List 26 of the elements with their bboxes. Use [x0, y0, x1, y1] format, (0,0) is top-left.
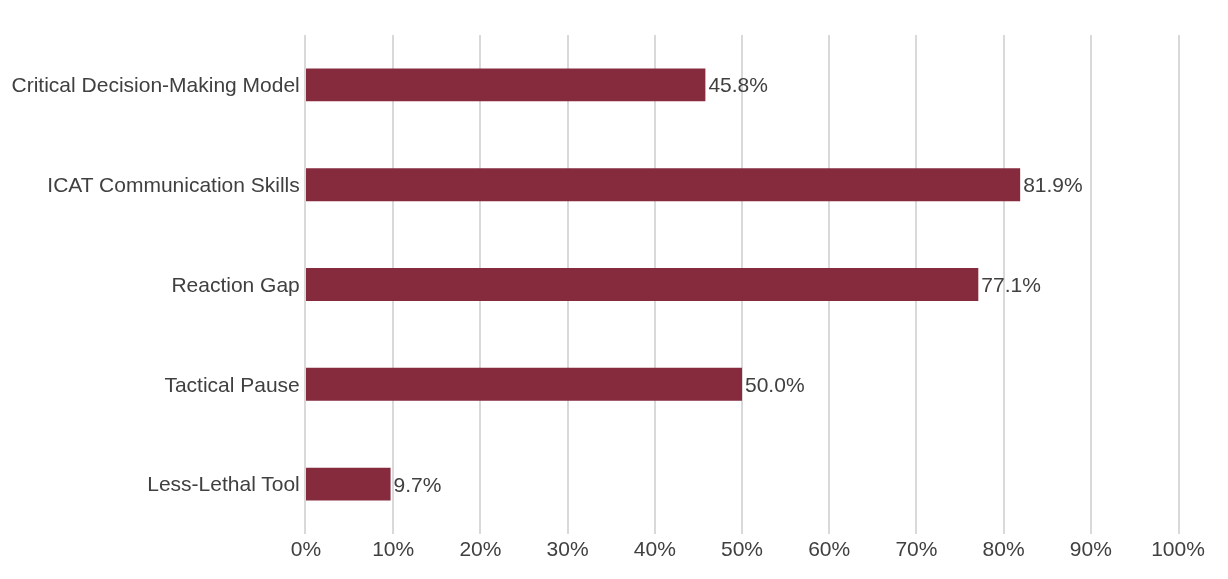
- x-tick-label: 70%: [895, 537, 938, 560]
- y-tick-label: Less-Lethal Tool: [147, 472, 300, 496]
- x-tick-label: 90%: [1069, 537, 1112, 560]
- data-label: 45.8%: [708, 73, 768, 97]
- y-tick-label: Reaction Gap: [171, 272, 300, 296]
- data-label: 77.1%: [981, 273, 1041, 296]
- bar: [306, 68, 706, 102]
- x-tick-label: 60%: [808, 537, 851, 560]
- data-label: 81.9%: [1023, 173, 1083, 197]
- bar: [306, 268, 979, 301]
- x-tick-label: 80%: [982, 537, 1025, 560]
- x-tick-label: 100%: [1151, 537, 1205, 560]
- y-tick-label: ICAT Communication Skills: [47, 173, 300, 197]
- x-tick-label: 40%: [633, 537, 676, 560]
- x-tick-label: 10%: [372, 537, 415, 560]
- x-tick-label: 0%: [290, 537, 322, 560]
- x-tick-label: 30%: [546, 537, 589, 560]
- x-tick-label: 20%: [459, 537, 502, 560]
- data-label: 9.7%: [393, 472, 442, 496]
- bar: [306, 168, 1021, 202]
- data-label: 50.0%: [745, 372, 805, 396]
- y-tick-label: Tactical Pause: [164, 372, 300, 396]
- x-tick-label: 50%: [720, 537, 764, 560]
- bar: [306, 367, 742, 401]
- y-tick-label: Critical Decision-Making Model: [11, 73, 300, 97]
- bar: [306, 467, 391, 501]
